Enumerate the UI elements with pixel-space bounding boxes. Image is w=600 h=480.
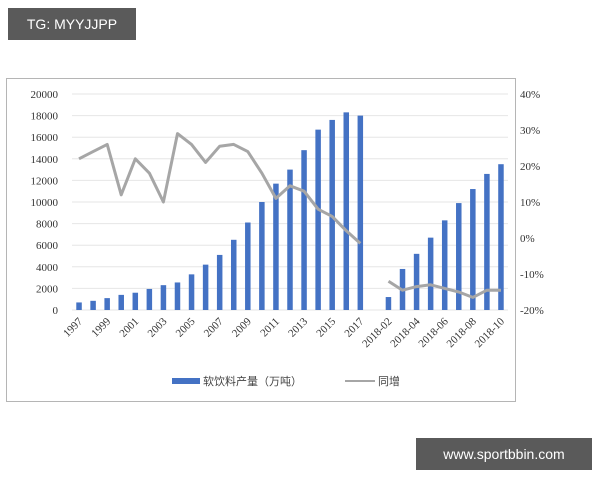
bar [301, 150, 307, 310]
bar [188, 274, 195, 310]
bar [470, 189, 476, 310]
x-axis-tick: 2005 [174, 315, 198, 339]
chart-frame [6, 78, 516, 402]
x-axis-tick: 1999 [89, 315, 113, 339]
bar [118, 294, 124, 310]
bar [90, 300, 96, 310]
right-axis-tick: 0% [520, 233, 535, 245]
bar [273, 183, 279, 310]
legend-bar-swatch [172, 378, 200, 384]
bar [230, 239, 237, 310]
x-axis-tick: 2013 [286, 315, 310, 339]
left-axis-tick: 6000 [36, 240, 59, 252]
x-axis-tick: 2018-10 [473, 315, 508, 350]
left-axis-tick: 12000 [31, 175, 59, 187]
bar [484, 173, 490, 310]
right-axis-tick: -10% [520, 269, 544, 281]
x-axis-tick: 2015 [314, 315, 338, 339]
x-axis-tick: 2011 [258, 316, 282, 340]
left-axis-tick: 4000 [36, 262, 59, 274]
bar [160, 285, 167, 310]
left-axis-tick: 8000 [36, 219, 59, 231]
right-axis-tick: 40% [520, 89, 540, 101]
bar [245, 222, 251, 310]
bar [315, 129, 321, 310]
x-axis-tick: 2018-02 [360, 316, 394, 350]
watermark-bottom: www.sportbbin.com [416, 438, 592, 470]
legend-bar-label: 软饮料产量（万吨） [203, 374, 302, 388]
bar [357, 115, 364, 310]
left-axis-tick: 14000 [31, 154, 59, 166]
legend-line-label: 同增 [378, 374, 400, 388]
bar [174, 282, 181, 310]
bar [216, 254, 223, 310]
x-axis-tick: 2003 [145, 315, 169, 339]
watermark-top: TG: MYYJJPP [8, 8, 136, 40]
bar [287, 169, 293, 310]
bar [385, 297, 392, 310]
yoy-line [78, 132, 362, 245]
right-axis-tick: 20% [520, 161, 540, 173]
yoy-line [387, 279, 501, 299]
left-axis-tick: 20000 [31, 89, 59, 101]
left-axis-tick: 10000 [31, 197, 59, 209]
x-axis-tick: 2017 [342, 315, 366, 339]
left-axis-tick: 2000 [36, 283, 59, 295]
right-axis-tick: -20% [520, 305, 544, 317]
bar [441, 220, 448, 310]
bar [456, 203, 462, 310]
x-axis-tick: 2018-06 [416, 315, 451, 350]
x-axis-tick: 2018-04 [388, 315, 423, 350]
x-axis-tick: 2001 [117, 316, 141, 340]
left-axis-tick: 18000 [31, 111, 59, 123]
bar [427, 237, 434, 310]
x-axis-tick: 2018-08 [445, 315, 480, 350]
left-axis-tick: 0 [53, 305, 59, 317]
left-axis-tick: 16000 [31, 132, 59, 144]
bar [104, 298, 110, 310]
bar [132, 292, 139, 310]
bar [498, 164, 504, 310]
bar [202, 264, 209, 310]
bar [413, 253, 420, 310]
right-axis-tick: 30% [520, 125, 540, 137]
bar [343, 112, 350, 310]
bar [146, 288, 153, 310]
x-axis-tick: 2009 [230, 315, 254, 339]
x-axis-tick: 2007 [202, 315, 226, 339]
right-axis-tick: 10% [520, 197, 540, 209]
bar [259, 202, 265, 310]
x-axis-tick: 1997 [61, 315, 85, 339]
bar [76, 302, 82, 310]
